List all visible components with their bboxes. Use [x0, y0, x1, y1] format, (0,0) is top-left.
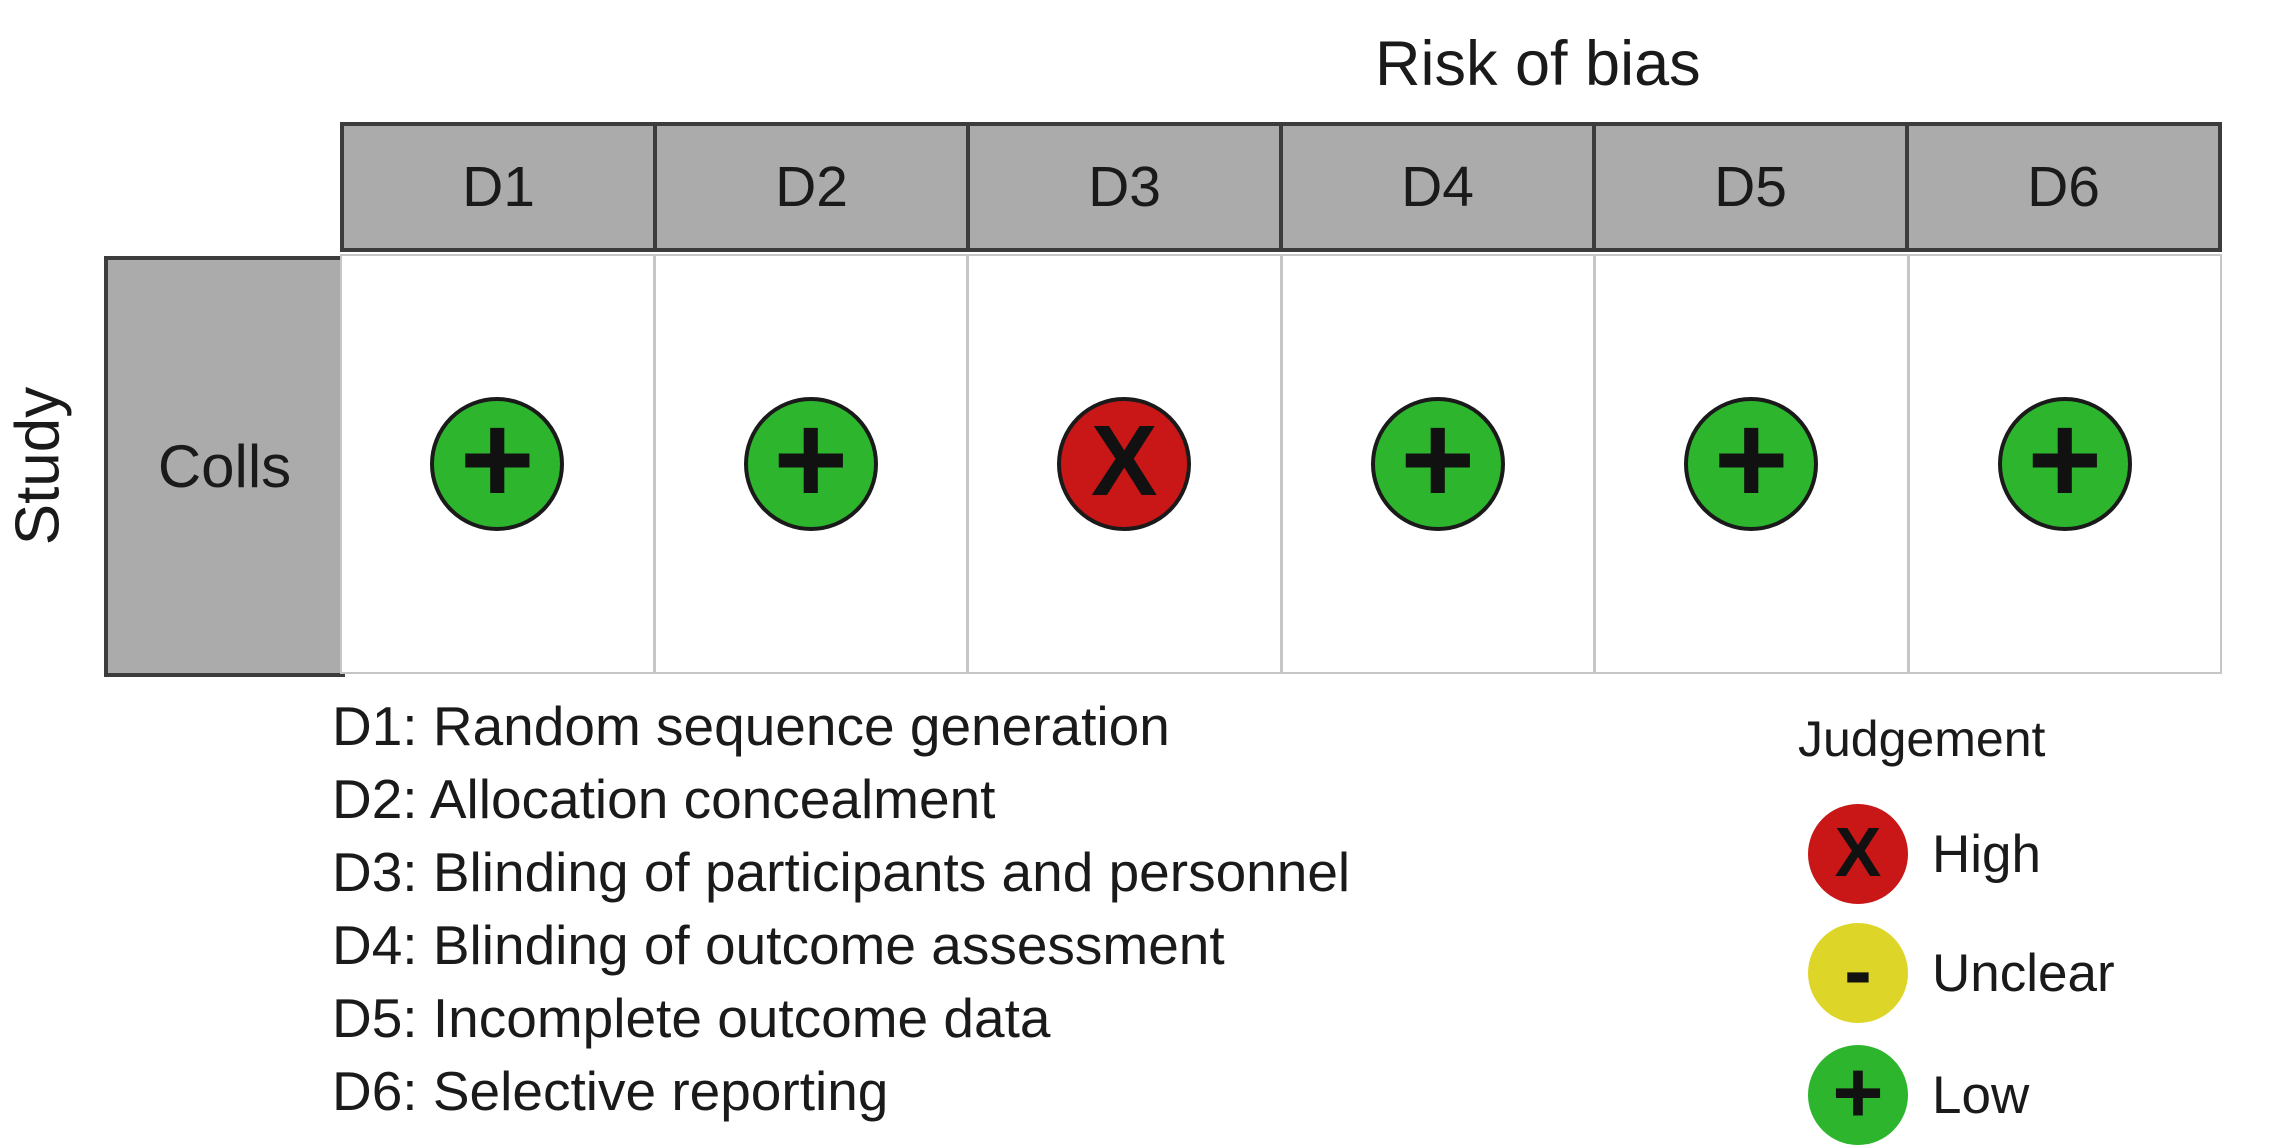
judgement-symbol: +: [459, 388, 535, 532]
judgement-symbol: +: [773, 388, 849, 532]
domain-footnotes: D1: Random sequence generation D2: Alloc…: [332, 690, 1350, 1128]
judgement-row: + + X + + +: [340, 254, 2222, 674]
plus-symbol: +: [1832, 1042, 1884, 1142]
footnote-d6: D6: Selective reporting: [332, 1060, 889, 1122]
legend-title: Judgement: [1798, 711, 2046, 767]
footnote-d1: D1: Random sequence generation: [332, 695, 1170, 757]
legend-item-low: + Low: [1808, 1045, 2029, 1145]
high-risk-icon: X: [1808, 804, 1908, 904]
x-symbol: X: [1834, 812, 1882, 891]
judgement-cell-d6: +: [1906, 256, 2221, 672]
footnote-d2: D2: Allocation concealment: [332, 768, 996, 830]
domain-header-row: D1 D2 D3 D4 D5 D6: [340, 122, 2222, 252]
column-header-d3: D3: [970, 126, 1279, 248]
judgement-cell-d3: X: [966, 256, 1280, 672]
minus-symbol: -: [1844, 923, 1872, 1018]
legend-label-unclear: Unclear: [1932, 943, 2115, 1003]
judgement-cell-d1: +: [342, 256, 653, 672]
judgement-circle: +: [743, 388, 878, 532]
judgement-symbol: +: [1400, 388, 1476, 532]
footnote-d3: D3: Blinding of participants and personn…: [332, 841, 1351, 903]
judgement-circle: +: [1684, 388, 1819, 532]
column-header-d6: D6: [1909, 126, 2218, 248]
judgement-cell-d2: +: [652, 256, 967, 672]
judgement-cell-d4: +: [1279, 256, 1594, 672]
judgement-symbol: X: [1090, 405, 1158, 517]
column-header-d1: D1: [344, 126, 653, 248]
low-risk-icon: +: [1808, 1045, 1908, 1145]
column-header-d2: D2: [657, 126, 966, 248]
column-header-d5: D5: [1596, 126, 1905, 248]
footnote-d5: D5: Incomplete outcome data: [332, 987, 1051, 1049]
footnote-d4: D4: Blinding of outcome assessment: [332, 914, 1225, 976]
legend-item-unclear: - Unclear: [1808, 923, 2115, 1023]
legend-item-high: X High: [1808, 804, 2041, 904]
column-header-d4: D4: [1283, 126, 1592, 248]
legend-label-high: High: [1932, 824, 2042, 884]
legend-label-low: Low: [1932, 1065, 2030, 1125]
study-axis-label: Study: [3, 386, 73, 546]
unclear-risk-icon: -: [1808, 923, 1908, 1023]
judgement-circle: X: [1057, 397, 1192, 531]
judgement-cell-d5: +: [1593, 256, 1907, 672]
judgement-legend: Judgement X High - Unclear + Low: [1790, 700, 2283, 1145]
chart-title: Risk of bias: [1375, 29, 1701, 99]
judgement-circle: +: [1370, 388, 1505, 532]
judgement-circle: +: [430, 388, 565, 532]
judgement-symbol: +: [1713, 388, 1789, 532]
judgement-circle: +: [1997, 388, 2132, 532]
judgement-symbol: +: [2027, 388, 2103, 532]
study-row-label: Colls: [104, 256, 345, 677]
